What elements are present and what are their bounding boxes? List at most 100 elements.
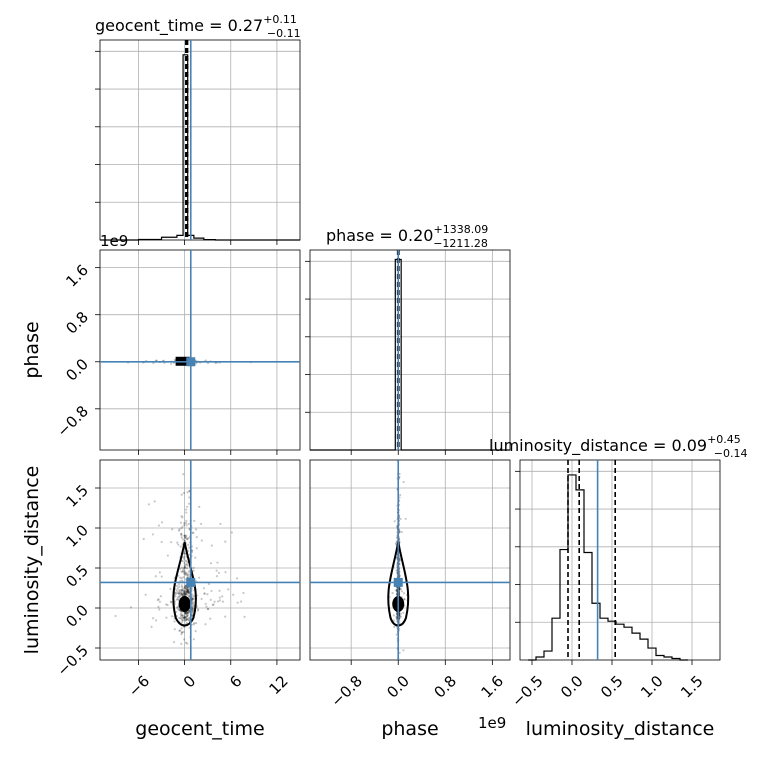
title-luminosity-distance: luminosity_distance = 0.09+0.45 −0.14 (489, 433, 748, 460)
scatter-geocent-time-vs-luminosity-distance-point (183, 539, 186, 543)
scatter-geocent-time-vs-luminosity-distance-point (171, 528, 174, 531)
scatter-geocent-time-vs-luminosity-distance-point (198, 576, 201, 579)
scatter-geocent-time-vs-luminosity-distance-point (194, 622, 198, 625)
scatter-phase-vs-luminosity-distance-point (398, 457, 400, 459)
scatter-geocent-time-vs-luminosity-distance-point (180, 588, 183, 591)
scatter-geocent-time-vs-luminosity-distance-point (180, 627, 183, 630)
scatter-geocent-time-vs-luminosity-distance-point (186, 590, 189, 593)
scatter-geocent-time-vs-luminosity-distance-point (215, 575, 219, 578)
scatter-geocent-time-vs-luminosity-distance-point (182, 630, 185, 634)
scatter-geocent-time-vs-luminosity-distance-point (182, 593, 185, 596)
scatter-geocent-time-vs-luminosity-distance-point (184, 566, 187, 569)
scatter-geocent-time-vs-luminosity-distance-point (185, 590, 188, 594)
scatter-geocent-time-vs-luminosity-distance-point (184, 611, 187, 614)
scatter-geocent-time-vs-luminosity-distance-point (176, 541, 179, 544)
scatter-geocent-time-vs-luminosity-distance-point (178, 609, 181, 612)
scatter-geocent-time-vs-luminosity-distance-point (129, 606, 133, 609)
scatter-geocent-time-vs-luminosity-distance-point (179, 521, 183, 524)
scatter-geocent-time-vs-luminosity-distance-point (196, 608, 200, 611)
scatter-geocent-time-vs-luminosity-distance-point (160, 575, 163, 578)
scatter-geocent-time-vs-luminosity-distance-point (165, 603, 168, 606)
scatter-geocent-time-vs-luminosity-distance-point (151, 533, 154, 536)
scatter-phase-vs-luminosity-distance-point (399, 587, 403, 591)
scatter-geocent-time-vs-luminosity-distance-point (194, 556, 197, 559)
scatter-geocent-time-vs-luminosity-distance-point (178, 585, 181, 588)
scatter-geocent-time-vs-luminosity-distance-point (180, 614, 184, 617)
scatter-phase-vs-luminosity-distance-point (402, 592, 406, 595)
title-geocent-time: geocent_time = 0.27+0.11 −0.11 (95, 13, 301, 40)
scatter-geocent-time-vs-luminosity-distance-point (186, 618, 189, 621)
ytick-label-luminosity-distance-3: 1.0 (62, 521, 92, 551)
scatter-geocent-time-vs-luminosity-distance-point (188, 619, 191, 622)
scatter-geocent-time-vs-luminosity-distance-point (183, 534, 186, 537)
scatter-geocent-time-vs-luminosity-distance-point (170, 601, 173, 604)
ytick-label-luminosity-distance-2: 0.5 (62, 561, 92, 591)
scatter-geocent-time-vs-luminosity-distance-point (177, 543, 180, 546)
scatter-phase-vs-luminosity-distance-point (394, 589, 397, 592)
scatter-geocent-time-vs-luminosity-distance-point (181, 559, 184, 563)
scatter-geocent-time-vs-luminosity-distance-point (193, 519, 196, 522)
scatter-geocent-time-vs-luminosity-distance-point (179, 579, 182, 583)
scatter-phase-vs-luminosity-distance-point (402, 611, 405, 614)
scatter-geocent-time-vs-luminosity-distance-point (185, 613, 188, 616)
scatter-geocent-time-vs-luminosity-distance-point (177, 529, 181, 532)
scatter-geocent-time-vs-phase-truth-marker (186, 357, 196, 367)
scatter-geocent-time-vs-luminosity-distance-point (182, 576, 185, 579)
scatter-geocent-time-vs-luminosity-distance-point (192, 607, 195, 610)
scatter-geocent-time-vs-luminosity-distance-point (180, 621, 184, 624)
scatter-geocent-time-vs-luminosity-distance-point (188, 617, 191, 620)
scatter-geocent-time-vs-luminosity-distance-point (184, 584, 187, 588)
scatter-geocent-time-vs-luminosity-distance-point (186, 588, 189, 592)
scatter-geocent-time-vs-luminosity-distance-point (175, 598, 178, 601)
scatter-geocent-time-vs-luminosity-distance-point (175, 606, 179, 609)
scatter-geocent-time-vs-luminosity-distance-point (144, 593, 147, 596)
xlabel-geocent-time: geocent_time (135, 718, 264, 740)
scatter-geocent-time-vs-luminosity-distance-point (191, 593, 194, 596)
scatter-geocent-time-vs-luminosity-distance-point (191, 598, 194, 601)
scatter-geocent-time-vs-luminosity-distance-point (183, 586, 186, 589)
scatter-phase-vs-luminosity-distance-point (394, 542, 397, 545)
scatter-geocent-time-vs-phase-point (169, 362, 173, 366)
scatter-geocent-time-vs-phase-points (100, 250, 300, 450)
scatter-geocent-time-vs-luminosity-distance-point (200, 539, 203, 542)
scatter-geocent-time-vs-luminosity-distance-point (232, 593, 235, 596)
scatter-geocent-time-vs-luminosity-distance-point (181, 570, 184, 573)
scatter-geocent-time-vs-luminosity-distance-point (184, 619, 187, 622)
scatter-geocent-time-vs-luminosity-distance-point (183, 534, 186, 537)
scatter-geocent-time-vs-luminosity-distance-point (191, 601, 195, 604)
scatter-phase-vs-luminosity-distance-point (399, 517, 402, 521)
scatter-geocent-time-vs-luminosity-distance-point (183, 593, 186, 596)
scatter-geocent-time-vs-luminosity-distance-point (183, 571, 187, 574)
scatter-geocent-time-vs-luminosity-distance-point (192, 605, 195, 608)
scatter-geocent-time-vs-luminosity-distance-point (185, 511, 188, 514)
scatter-geocent-time-vs-luminosity-distance-point (180, 631, 184, 634)
scatter-geocent-time-vs-luminosity-distance-point (216, 600, 220, 603)
scatter-geocent-time-vs-luminosity-distance-point (186, 588, 189, 591)
scatter-geocent-time-vs-luminosity-distance-point (203, 592, 206, 595)
scatter-geocent-time-vs-luminosity-distance-point (184, 559, 187, 562)
hist-phase-frame (309, 249, 511, 451)
scatter-geocent-time-vs-luminosity-distance-point (187, 588, 190, 591)
scatter-geocent-time-vs-luminosity-distance-point (183, 615, 186, 618)
scatter-geocent-time-vs-luminosity-distance-point (182, 590, 185, 593)
scatter-geocent-time-vs-luminosity-distance-point (186, 611, 189, 615)
scatter-geocent-time-vs-luminosity-distance-point (186, 610, 189, 614)
scatter-geocent-time-vs-luminosity-distance-point (183, 534, 187, 537)
scatter-geocent-time-vs-luminosity-distance-point (178, 528, 181, 531)
scatter-geocent-time-vs-luminosity-distance-point (187, 522, 190, 525)
scatter-geocent-time-vs-luminosity-distance-point (169, 587, 172, 590)
scatter-phase-vs-luminosity-distance-point (399, 615, 402, 618)
scatter-geocent-time-vs-luminosity-distance-point (183, 638, 186, 641)
scatter-geocent-time-vs-luminosity-distance-point (200, 522, 203, 525)
scatter-geocent-time-vs-luminosity-distance-point (177, 595, 181, 598)
scatter-phase-vs-luminosity-distance-point (404, 517, 407, 520)
scatter-geocent-time-vs-luminosity-distance-point (191, 612, 194, 615)
scatter-geocent-time-vs-luminosity-distance-point (183, 592, 186, 595)
scatter-geocent-time-vs-luminosity-distance-truth-marker (186, 577, 196, 587)
scatter-phase-vs-luminosity-distance-point (403, 597, 406, 601)
scatter-geocent-time-vs-luminosity-distance-point (183, 565, 186, 568)
scatter-geocent-time-vs-luminosity-distance-point (188, 609, 191, 613)
scatter-geocent-time-vs-luminosity-distance-point (178, 629, 182, 632)
scatter-geocent-time-vs-luminosity-distance-point (183, 566, 186, 569)
scatter-geocent-time-vs-luminosity-distance-point (180, 631, 183, 634)
